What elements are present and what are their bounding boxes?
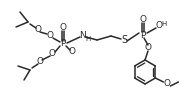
- Text: O: O: [47, 31, 54, 41]
- Text: P: P: [60, 39, 66, 49]
- Text: P: P: [140, 30, 146, 39]
- Text: H: H: [85, 36, 91, 42]
- Text: O: O: [68, 47, 75, 56]
- Text: O: O: [60, 22, 67, 31]
- Text: O: O: [48, 50, 55, 58]
- Text: S: S: [121, 35, 127, 45]
- Text: H: H: [161, 21, 167, 27]
- Text: O: O: [145, 44, 152, 53]
- Text: O: O: [164, 80, 171, 88]
- Text: O: O: [156, 22, 163, 30]
- Text: O: O: [35, 25, 42, 34]
- Text: O: O: [36, 58, 43, 66]
- Text: N: N: [80, 31, 86, 41]
- Text: O: O: [139, 14, 146, 24]
